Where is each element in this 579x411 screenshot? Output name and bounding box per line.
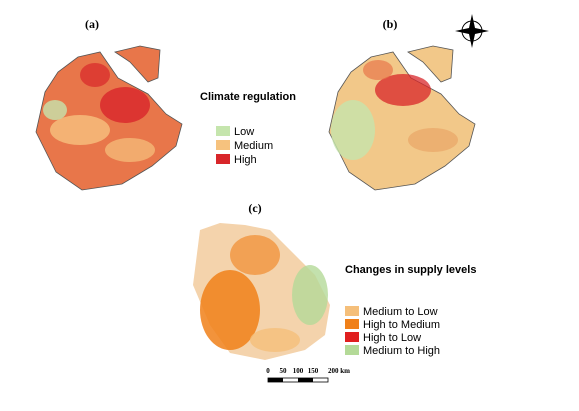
legend-swatch <box>216 140 230 150</box>
scale-label: 50 <box>280 367 288 375</box>
legend-label: High <box>234 154 257 166</box>
map-a <box>35 45 183 191</box>
legend-swatch <box>216 126 230 136</box>
legend-label: High to Low <box>363 332 421 344</box>
map-b <box>328 45 476 191</box>
legend-title: Climate regulation <box>200 91 296 103</box>
legend-label: Medium <box>234 140 273 152</box>
legend-label: High to Medium <box>363 319 440 331</box>
panel-label: (c) <box>248 201 261 215</box>
legend-swatch <box>345 345 359 355</box>
legend-swatch <box>345 332 359 342</box>
legend-swatch <box>345 306 359 316</box>
legend-label: Medium to High <box>363 345 440 357</box>
legend-title: Changes in supply levels <box>345 264 476 276</box>
scale-label: 100 <box>293 367 304 375</box>
scale-bar <box>267 377 329 383</box>
legend-swatch <box>345 319 359 329</box>
legend-label: Low <box>234 126 254 138</box>
panel-label: (b) <box>383 17 398 31</box>
panel-label: (a) <box>85 17 99 31</box>
scale-label: 200 km <box>328 367 350 375</box>
scale-label: 150 <box>308 367 319 375</box>
map-c <box>193 223 330 360</box>
legend: Low Medium High <box>216 126 273 166</box>
scale-label: 0 <box>266 367 270 375</box>
north-arrow <box>455 14 489 48</box>
legend-label: Medium to Low <box>363 306 438 318</box>
legend-swatch <box>216 154 230 164</box>
